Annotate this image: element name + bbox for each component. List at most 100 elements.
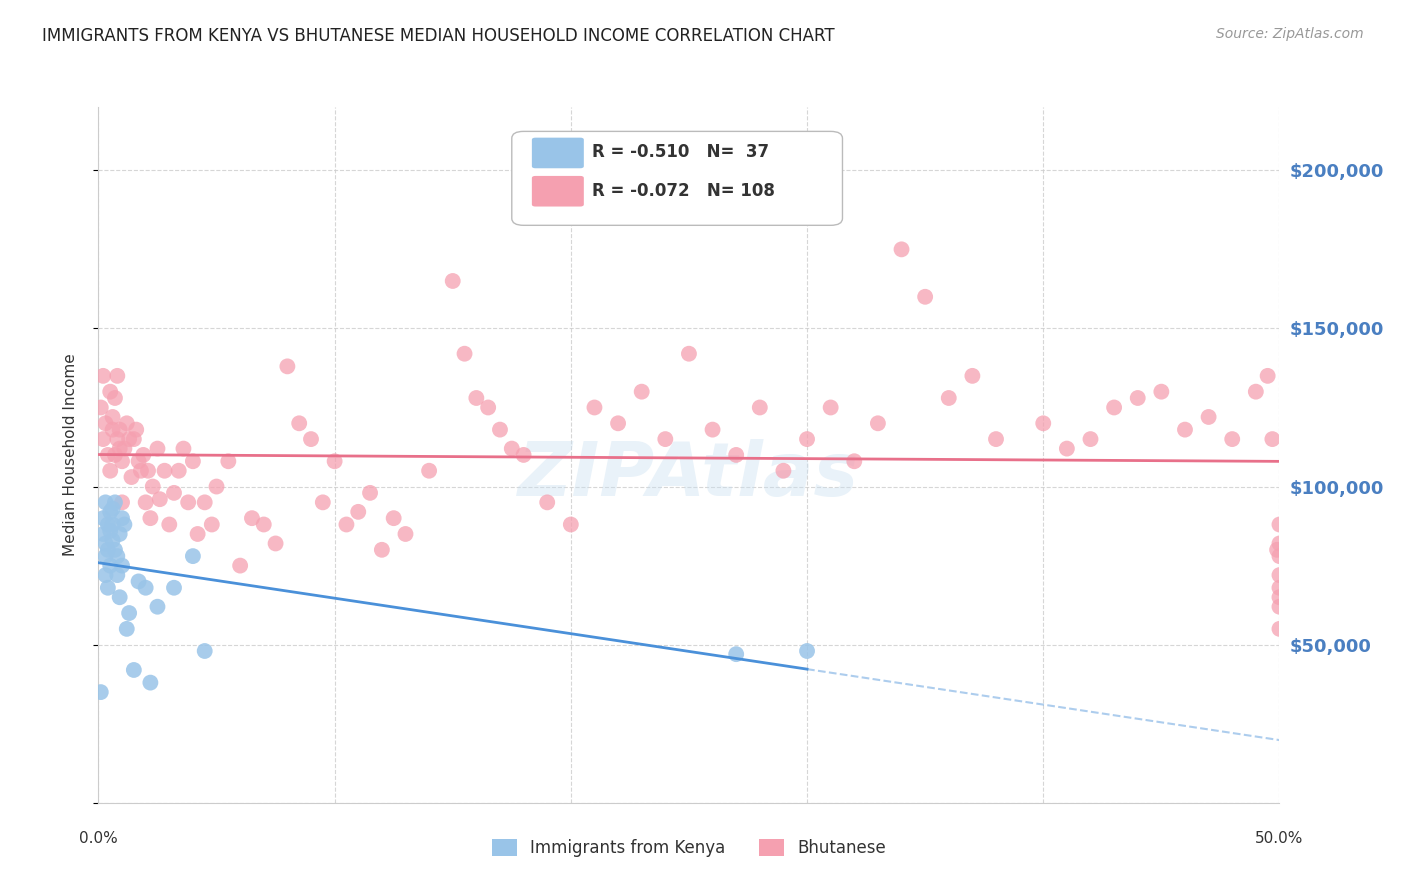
Point — [172, 442, 194, 456]
Point — [101, 501, 124, 516]
Text: R = -0.072   N= 108: R = -0.072 N= 108 — [592, 182, 775, 200]
Point — [139, 675, 162, 690]
Point — [181, 454, 204, 468]
FancyBboxPatch shape — [531, 176, 583, 207]
Point — [371, 542, 394, 557]
Point — [607, 417, 630, 431]
Point — [890, 243, 912, 257]
Text: R = -0.510   N=  37: R = -0.510 N= 37 — [592, 144, 769, 161]
Point — [149, 492, 172, 507]
Point — [1268, 568, 1291, 582]
Point — [347, 505, 370, 519]
Point — [748, 401, 770, 415]
Point — [94, 568, 117, 582]
Point — [118, 606, 141, 620]
Point — [111, 558, 134, 573]
Point — [108, 423, 131, 437]
Point — [104, 448, 127, 462]
Point — [136, 464, 159, 478]
Point — [984, 432, 1007, 446]
Point — [1032, 417, 1054, 431]
Point — [335, 517, 357, 532]
Point — [101, 517, 124, 532]
Point — [1257, 368, 1279, 383]
Point — [1174, 423, 1197, 437]
Point — [94, 417, 117, 431]
Text: ZIPAtlas: ZIPAtlas — [519, 439, 859, 512]
Point — [1244, 384, 1267, 399]
Point — [1268, 549, 1291, 563]
Point — [194, 495, 217, 509]
Point — [132, 448, 155, 462]
FancyBboxPatch shape — [531, 137, 583, 169]
Point — [111, 495, 134, 509]
Point — [772, 464, 794, 478]
Point — [177, 495, 200, 509]
Point — [181, 549, 204, 563]
Point — [163, 581, 186, 595]
Point — [98, 384, 121, 399]
Point — [1268, 591, 1291, 605]
Point — [359, 486, 381, 500]
Point — [453, 347, 475, 361]
Point — [217, 454, 239, 468]
Point — [512, 448, 534, 462]
Point — [115, 622, 138, 636]
Point — [91, 368, 114, 383]
Point — [97, 581, 120, 595]
Point — [101, 409, 124, 424]
Text: 50.0%: 50.0% — [1256, 830, 1303, 846]
Point — [276, 359, 298, 374]
Point — [1198, 409, 1220, 424]
Point — [167, 464, 190, 478]
Point — [187, 527, 209, 541]
Point — [97, 448, 120, 462]
Point — [418, 464, 440, 478]
Text: 0.0%: 0.0% — [79, 830, 118, 846]
Point — [146, 442, 169, 456]
Point — [866, 417, 889, 431]
Point — [1268, 599, 1291, 614]
Point — [1268, 517, 1291, 532]
Point — [201, 517, 224, 532]
Point — [264, 536, 287, 550]
Point — [128, 454, 150, 468]
Point — [97, 517, 120, 532]
Point — [98, 558, 121, 573]
Point — [501, 442, 523, 456]
Point — [489, 423, 512, 437]
Point — [91, 511, 114, 525]
Point — [1268, 581, 1291, 595]
Point — [142, 479, 165, 493]
Point — [101, 533, 124, 548]
FancyBboxPatch shape — [512, 131, 842, 226]
Point — [112, 517, 135, 532]
Point — [1080, 432, 1102, 446]
Point — [108, 442, 131, 456]
Point — [194, 644, 217, 658]
Point — [536, 495, 558, 509]
Point — [441, 274, 464, 288]
Point — [1102, 401, 1125, 415]
Point — [465, 391, 488, 405]
Point — [725, 448, 748, 462]
Point — [583, 401, 606, 415]
Point — [118, 432, 141, 446]
Text: IMMIGRANTS FROM KENYA VS BHUTANESE MEDIAN HOUSEHOLD INCOME CORRELATION CHART: IMMIGRANTS FROM KENYA VS BHUTANESE MEDIA… — [42, 27, 835, 45]
Point — [98, 505, 121, 519]
Text: Source: ZipAtlas.com: Source: ZipAtlas.com — [1216, 27, 1364, 41]
Point — [101, 423, 124, 437]
Point — [962, 368, 984, 383]
Point — [125, 423, 148, 437]
Point — [104, 391, 127, 405]
Point — [1126, 391, 1149, 405]
Point — [139, 511, 162, 525]
Point — [146, 599, 169, 614]
Point — [240, 511, 263, 525]
Point — [796, 644, 818, 658]
Point — [122, 663, 145, 677]
Point — [111, 454, 134, 468]
Point — [104, 542, 127, 557]
Point — [702, 423, 724, 437]
Point — [725, 647, 748, 661]
